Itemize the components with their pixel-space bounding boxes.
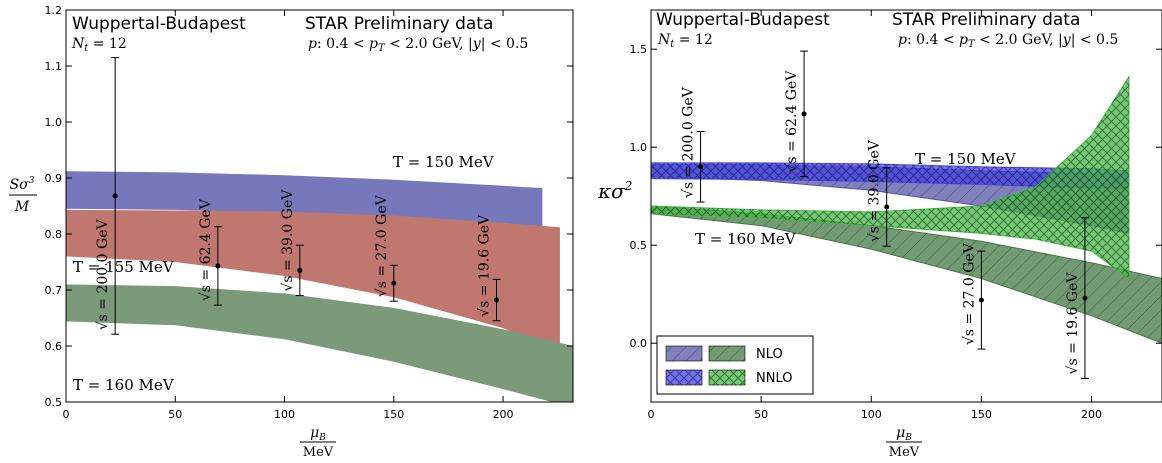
left-y-tick-label: 1.0 — [45, 116, 63, 129]
right-legend: NLO NNLO — [656, 335, 814, 395]
left-band-1 — [66, 171, 543, 227]
right-x-tick-label: 150 — [971, 408, 992, 421]
left-point-label: √s = 39.0 GeV — [280, 189, 296, 292]
left-x-tick-label: 200 — [493, 408, 514, 421]
right-data-point — [978, 297, 984, 303]
svg-text:MeV: MeV — [889, 445, 920, 460]
right-data-point — [801, 111, 807, 117]
right-point-label: √s = 27.0 GeV — [961, 242, 977, 345]
left-band-2 — [66, 209, 560, 352]
left-data-point — [391, 280, 397, 286]
left-point-label: √s = 200.0 GeV — [95, 219, 111, 331]
right-x-tick-label: 0 — [648, 408, 655, 421]
right-point-label: √s = 19.6 GeV — [1065, 272, 1081, 375]
right-y-tick-label: 0.0 — [630, 337, 648, 350]
left-x-tick-label: 50 — [168, 408, 182, 421]
right-bands — [651, 74, 1162, 344]
right-header-left: Wuppertal-Budapest — [656, 10, 830, 30]
right-data-point — [884, 204, 890, 210]
left-panel: 0 50 100 150 200 0.5 0.6 0.7 0.8 0.9 1.0 1.1 1.2 √s … — [9, 4, 574, 460]
right-plot-frame — [650, 9, 1162, 403]
right-label-t160: T = 160 MeV — [695, 230, 797, 248]
right-label-t150: T = 150 MeV — [915, 150, 1017, 168]
left-x-axis-label: μB MeV — [300, 425, 336, 460]
right-y-tick-label: 0.5 — [630, 239, 648, 252]
right-point-label: √s = 200.0 GeV — [681, 86, 697, 198]
right-band-hatch-2 — [651, 162, 1129, 189]
right-data-point — [1082, 295, 1088, 301]
left-ticks: 0 50 100 150 200 0.5 0.6 0.7 0.8 0.9 1.0 1.1 1.2 — [45, 4, 573, 421]
left-y-tick-label: 0.7 — [45, 284, 63, 297]
left-x-tick-label: 150 — [383, 408, 404, 421]
left-y-tick-label: 0.5 — [45, 396, 63, 409]
left-label-t150: T = 150 MeV — [393, 153, 495, 171]
right-points: √s = 200.0 GeV √s = 62.4 GeV √s = 39.0 GeV… — [681, 50, 1089, 379]
right-nt-label: Nt = 12 — [657, 32, 713, 50]
right-band-hatch-4 — [651, 76, 1129, 279]
legend-label-nnlo: NNLO — [756, 371, 792, 386]
left-label-t155: T = 155 MeV — [73, 258, 175, 276]
right-cuts: p: 0.4 < pT < 2.0 GeV, |y| < 0.5 — [898, 32, 1118, 50]
right-x-tick-label: 100 — [861, 408, 882, 421]
right-x-tick-label: 50 — [754, 408, 768, 421]
left-y-tick-label: 1.2 — [45, 4, 63, 17]
right-y-axis-label: κσ2 — [597, 179, 632, 203]
left-y-tick-label: 0.9 — [45, 172, 63, 185]
left-x-tick-label: 0 — [63, 408, 70, 421]
left-header-right: STAR Preliminary data — [305, 14, 493, 34]
right-ticks: 0 50 100 150 200 0.0 0.5 1.0 1.5 — [630, 10, 1162, 421]
left-header-left: Wuppertal-Budapest — [72, 14, 246, 34]
svg-text:μB: μB — [310, 425, 326, 443]
svg-text:Sσ3: Sσ3 — [10, 176, 35, 193]
right-point-label: √s = 62.4 GeV — [784, 70, 800, 173]
left-data-point — [297, 267, 303, 273]
left-data-point — [112, 193, 118, 199]
svg-text:M: M — [14, 199, 30, 215]
left-data-point — [494, 297, 500, 303]
right-data-point — [698, 164, 704, 170]
right-band-hatch-3 — [651, 206, 1162, 344]
left-point-label: √s = 27.0 GeV — [374, 194, 390, 297]
right-x-axis-label: μB MeV — [886, 425, 922, 460]
left-point-label: √s = 62.4 GeV — [198, 198, 214, 301]
legend-label-nlo: NLO — [756, 347, 783, 362]
left-y-tick-label: 0.8 — [45, 228, 63, 241]
right-y-tick-label: 1.5 — [630, 43, 648, 56]
right-y-tick-label: 1.0 — [630, 141, 648, 154]
left-y-tick-label: 0.6 — [45, 340, 63, 353]
left-band-3 — [66, 284, 573, 402]
left-y-tick-label: 1.1 — [45, 60, 63, 73]
left-cuts: p: 0.4 < pT < 2.0 GeV, |y| < 0.5 — [308, 36, 528, 54]
right-x-tick-label: 200 — [1081, 408, 1102, 421]
left-label-t160: T = 160 MeV — [73, 376, 175, 394]
left-point-label: √s = 19.6 GeV — [477, 214, 493, 317]
left-nt-label: Nt = 12 — [71, 36, 127, 54]
left-points: √s = 200.0 GeV √s = 62.4 GeV √s = 39.0 GeV… — [95, 57, 501, 335]
right-header-right: STAR Preliminary data — [892, 10, 1080, 30]
left-data-point — [215, 263, 221, 269]
svg-text:μB: μB — [896, 425, 912, 443]
left-bands — [66, 171, 573, 402]
left-plot-frame — [65, 9, 574, 403]
left-y-axis-label: Sσ3 M — [9, 176, 37, 215]
right-point-label: √s = 39.0 GeV — [867, 139, 883, 242]
svg-text:MeV: MeV — [303, 445, 334, 460]
left-x-tick-label: 100 — [274, 408, 295, 421]
